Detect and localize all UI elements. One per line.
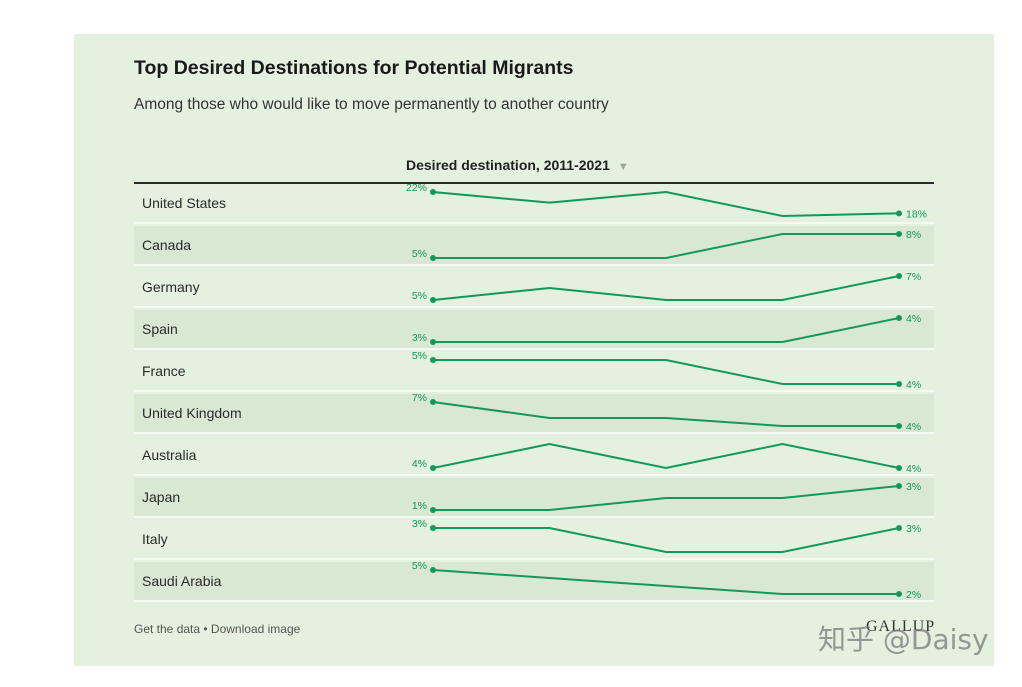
end-point [896, 423, 902, 429]
series-line [433, 527, 900, 553]
gallup-logo: GALLUP [866, 618, 936, 635]
table-row: United Kingdom [134, 394, 934, 434]
header-divider [134, 182, 934, 184]
table-row: Canada [134, 226, 934, 266]
start-point [430, 357, 436, 363]
end-point [896, 591, 902, 597]
series-line [432, 569, 899, 595]
table-row: Saudi Arabia [134, 562, 934, 602]
end-value-label: 4% [906, 379, 921, 391]
end-point [896, 381, 902, 387]
row-label: United States [142, 195, 227, 211]
start-value-label: 5% [412, 290, 427, 302]
series-line [432, 401, 899, 427]
column-header-label: Desired destination, 2011-2021 [406, 157, 610, 173]
end-point [896, 273, 902, 279]
end-value-label: 8% [906, 229, 921, 241]
get-data-link[interactable]: Get the data [134, 622, 201, 636]
end-value-label: 4% [906, 421, 921, 433]
table-row: Japan [134, 478, 934, 518]
footer-separator: • [200, 622, 211, 636]
chart-subtitle: Among those who would like to move perma… [134, 96, 609, 113]
series-line [433, 359, 899, 385]
start-point [430, 189, 436, 195]
start-value-label: 5% [412, 560, 427, 572]
row-label: Germany [142, 279, 200, 295]
end-point [896, 231, 902, 237]
series-line [432, 275, 900, 301]
table-row: Australia [134, 436, 934, 476]
row-label: Saudi Arabia [142, 573, 222, 589]
start-point [430, 507, 436, 513]
table-row: France [134, 352, 934, 392]
start-value-label: 4% [412, 458, 427, 470]
start-point [430, 255, 436, 261]
column-header[interactable]: Desired destination, 2011-2021 ▼ [406, 157, 629, 173]
watermark: 知乎 @Daisy [818, 623, 989, 656]
series-line [433, 485, 900, 511]
sort-arrow-icon[interactable]: ▼ [617, 161, 629, 173]
end-value-label: 4% [906, 313, 921, 325]
start-point [430, 297, 436, 303]
series-line [432, 442, 900, 470]
start-value-label: 22% [406, 182, 427, 194]
end-point [896, 483, 902, 489]
table-row: Italy [134, 520, 934, 560]
sparkline-chart: 22% 18% 5% 8% 5% 7% 3% 4% 5% 4% 7% 4% 4% 4% 1% 3% 3% 3% 5%… [406, 182, 927, 601]
download-image-link[interactable]: Download image [210, 622, 301, 636]
end-value-label: 3% [906, 523, 921, 535]
row-label: Japan [142, 489, 181, 505]
row-label: Australia [142, 447, 197, 463]
start-value-label: 3% [412, 518, 427, 530]
series-line [433, 233, 899, 259]
end-point [896, 210, 902, 217]
series-line [432, 190, 900, 218]
row-label: United Kingdom [142, 405, 242, 421]
start-value-label: 1% [412, 500, 427, 512]
end-value-label: 7% [906, 271, 921, 283]
chart-card: Top Desired Destinations for Potential M… [74, 34, 994, 666]
start-point [430, 339, 436, 345]
table-row: Spain [134, 310, 934, 350]
end-value-label: 18% [906, 208, 927, 220]
series-line [433, 317, 900, 343]
end-point [896, 465, 902, 471]
start-point [430, 525, 436, 531]
start-value-label: 5% [412, 248, 427, 260]
end-point [896, 525, 902, 531]
end-value-label: 4% [906, 463, 921, 475]
row-label: Italy [142, 531, 168, 547]
row-label: Spain [142, 321, 178, 337]
start-value-label: 7% [412, 392, 427, 404]
chart-title: Top Desired Destinations for Potential M… [134, 57, 574, 79]
row-label: France [142, 363, 186, 379]
table-row: United States [134, 184, 934, 224]
start-point [430, 465, 436, 471]
footer-links: Get the data • Download image [134, 622, 300, 636]
start-value-label: 3% [412, 332, 427, 344]
row-label: Canada [142, 237, 192, 253]
table-row: Germany [134, 268, 934, 308]
end-value-label: 3% [906, 481, 921, 493]
start-value-label: 5% [412, 350, 427, 362]
end-point [896, 315, 902, 321]
start-point [430, 567, 436, 573]
end-value-label: 2% [906, 589, 921, 601]
start-point [430, 399, 436, 405]
